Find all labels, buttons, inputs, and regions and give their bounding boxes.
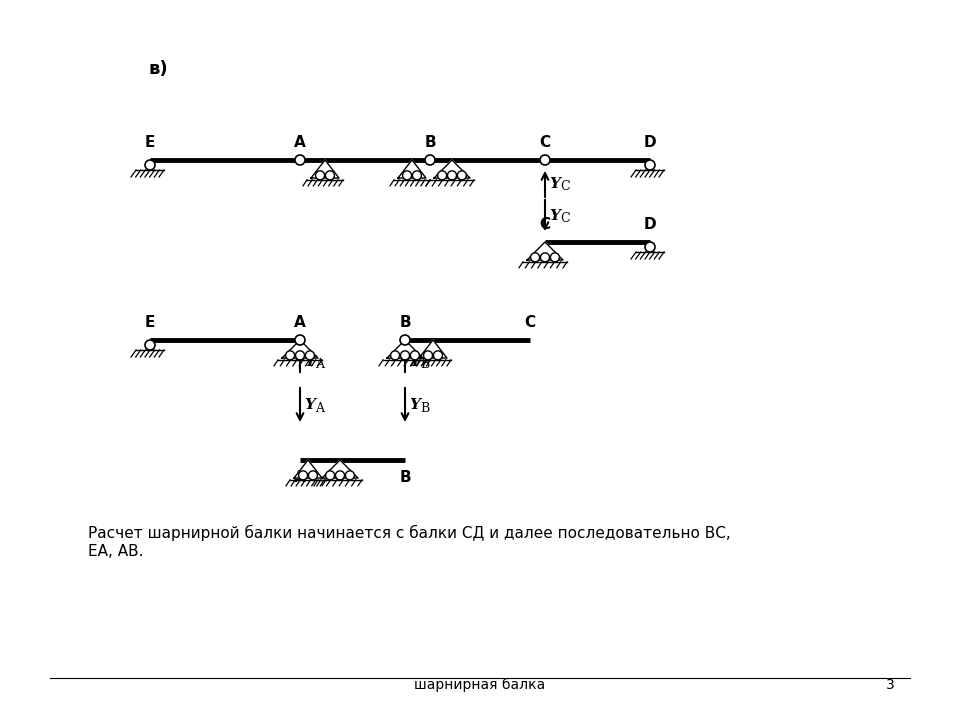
Polygon shape <box>419 340 447 358</box>
Text: C: C <box>540 217 551 232</box>
Text: E: E <box>145 315 156 330</box>
Text: C: C <box>560 181 569 194</box>
Circle shape <box>299 471 307 480</box>
Circle shape <box>295 335 305 345</box>
Polygon shape <box>387 340 423 358</box>
Text: C: C <box>560 212 569 225</box>
Text: B: B <box>420 358 429 371</box>
Text: Y: Y <box>409 398 420 412</box>
Text: Y: Y <box>304 398 315 412</box>
Circle shape <box>325 471 335 480</box>
Circle shape <box>447 171 457 180</box>
Text: D: D <box>644 217 657 232</box>
Text: A: A <box>294 315 306 330</box>
Text: шарнирная балка: шарнирная балка <box>415 678 545 692</box>
Polygon shape <box>294 460 322 478</box>
Text: B: B <box>399 470 411 485</box>
Circle shape <box>425 155 435 165</box>
Polygon shape <box>398 160 426 178</box>
Text: D: D <box>644 135 657 150</box>
Circle shape <box>402 171 412 180</box>
Circle shape <box>413 171 421 180</box>
Circle shape <box>645 242 655 252</box>
Circle shape <box>540 155 550 165</box>
Text: 3: 3 <box>886 678 895 692</box>
Text: Расчет шарнирной балки начинается с балки СД и далее последовательно ВС,
ЕА, АВ.: Расчет шарнирной балки начинается с балк… <box>88 525 731 559</box>
Text: E: E <box>145 135 156 150</box>
Circle shape <box>457 171 467 180</box>
Text: C: C <box>540 135 551 150</box>
Circle shape <box>423 351 433 360</box>
Circle shape <box>540 253 549 262</box>
Text: Y: Y <box>304 354 315 369</box>
Circle shape <box>438 171 446 180</box>
Polygon shape <box>311 160 339 178</box>
Circle shape <box>295 155 305 165</box>
Circle shape <box>434 351 443 360</box>
Text: C: C <box>524 315 536 330</box>
Circle shape <box>346 471 354 480</box>
Circle shape <box>550 253 560 262</box>
Text: A: A <box>315 358 324 371</box>
Text: Y: Y <box>409 354 420 369</box>
Text: A: A <box>294 470 306 485</box>
Text: B: B <box>424 135 436 150</box>
Circle shape <box>325 171 334 180</box>
Polygon shape <box>322 460 358 478</box>
Circle shape <box>296 351 304 360</box>
Text: A: A <box>294 135 306 150</box>
Circle shape <box>411 351 420 360</box>
Text: Y: Y <box>549 177 560 191</box>
Text: A: A <box>315 402 324 415</box>
Circle shape <box>286 351 295 360</box>
Text: в): в) <box>148 60 168 78</box>
Circle shape <box>400 335 410 345</box>
Circle shape <box>400 351 410 360</box>
Circle shape <box>391 351 399 360</box>
Polygon shape <box>527 242 563 260</box>
Circle shape <box>645 160 655 170</box>
Text: B: B <box>399 315 411 330</box>
Text: Y: Y <box>549 209 560 222</box>
Circle shape <box>335 471 345 480</box>
Circle shape <box>145 340 155 350</box>
Circle shape <box>316 171 324 180</box>
Circle shape <box>308 471 318 480</box>
Polygon shape <box>282 340 318 358</box>
Circle shape <box>531 253 540 262</box>
Polygon shape <box>434 160 470 178</box>
Text: B: B <box>420 402 429 415</box>
Circle shape <box>145 160 155 170</box>
Circle shape <box>305 351 314 360</box>
